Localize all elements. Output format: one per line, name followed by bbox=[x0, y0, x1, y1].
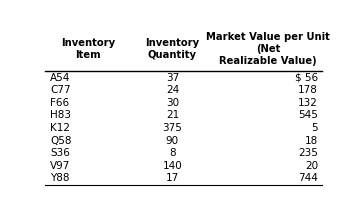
Text: V97: V97 bbox=[50, 161, 71, 171]
Text: Market Value per Unit
(Net
Realizable Value): Market Value per Unit (Net Realizable Va… bbox=[206, 32, 330, 66]
Text: 5: 5 bbox=[311, 123, 318, 133]
Text: Inventory
Quantity: Inventory Quantity bbox=[145, 37, 199, 59]
Text: F66: F66 bbox=[50, 98, 69, 108]
Text: 30: 30 bbox=[166, 98, 179, 108]
Text: 90: 90 bbox=[166, 136, 179, 146]
Text: H83: H83 bbox=[50, 111, 71, 121]
Text: 18: 18 bbox=[305, 136, 318, 146]
Text: Y88: Y88 bbox=[50, 173, 70, 183]
Text: 37: 37 bbox=[166, 73, 179, 83]
Text: 375: 375 bbox=[163, 123, 182, 133]
Text: A54: A54 bbox=[50, 73, 71, 83]
Text: $ 56: $ 56 bbox=[295, 73, 318, 83]
Text: 545: 545 bbox=[298, 111, 318, 121]
Text: 8: 8 bbox=[169, 148, 176, 158]
Text: 17: 17 bbox=[166, 173, 179, 183]
Text: S36: S36 bbox=[50, 148, 70, 158]
Text: 24: 24 bbox=[166, 85, 179, 95]
Text: Inventory
Item: Inventory Item bbox=[61, 37, 115, 59]
Text: 744: 744 bbox=[298, 173, 318, 183]
Text: Q58: Q58 bbox=[50, 136, 72, 146]
Text: 178: 178 bbox=[298, 85, 318, 95]
Text: 21: 21 bbox=[166, 111, 179, 121]
Text: 235: 235 bbox=[298, 148, 318, 158]
Text: K12: K12 bbox=[50, 123, 70, 133]
Text: 20: 20 bbox=[305, 161, 318, 171]
Text: C77: C77 bbox=[50, 85, 71, 95]
Text: 140: 140 bbox=[163, 161, 182, 171]
Text: 132: 132 bbox=[298, 98, 318, 108]
